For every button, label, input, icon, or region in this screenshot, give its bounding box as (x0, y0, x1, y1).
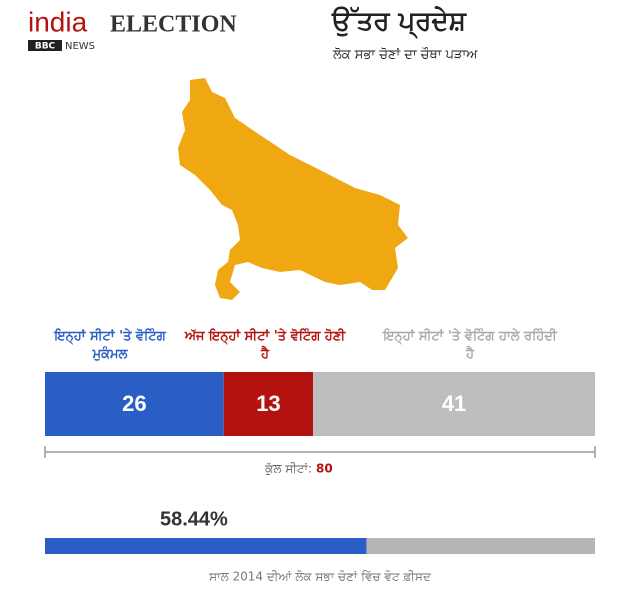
segment-label: ਇਨ੍ਹਾਂ ਸੀਟਾਂ 'ਤੇ ਵੋਟਿੰਗ ਹਾਲੇ ਰਹਿੰਦੀ ਹੈ (382, 327, 558, 362)
segment-value: 41 (442, 391, 466, 416)
segment-label: ਅੱਜ ਇਨ੍ਹਾਂ ਸੀਟਾਂ 'ਤੇ ਵੋਟਿੰਗ ਹੋਣੀ ਹੈ (184, 327, 346, 362)
segment-label: ਇਨ੍ਹਾਂ ਸੀਟਾਂ 'ਤੇ ਵੋਟਿੰਗ ਮੁਕੰਮਲ (53, 327, 166, 362)
up-map (178, 78, 408, 300)
logo-india: india (28, 6, 88, 37)
vote-share-label: 58.44% (160, 508, 228, 530)
segment-value: 13 (256, 391, 280, 416)
logo-bbc: BBC (35, 42, 56, 52)
bbc-box (28, 40, 62, 51)
vote-share (45, 538, 367, 554)
logo-election: ELECTION (110, 12, 237, 38)
seat-segment (45, 372, 224, 436)
vote-caption: ਸਾਲ 2014 ਦੀਆਂ ਲੋਕ ਸਭਾ ਚੋਣਾਂ ਵਿੱਚ ਵੋਟ ਫ਼ੀ… (208, 570, 432, 584)
seat-segment (223, 372, 314, 436)
logo-news: NEWS (65, 41, 95, 52)
segment-value: 26 (122, 391, 146, 416)
title: ਉੱਤਰ ਪ੍ਰਦੇਸ਼ (331, 6, 468, 40)
subtitle: ਲੋਕ ਸਭਾ ਚੋਣਾਂ ਦਾ ਚੌਥਾ ਪੜਾਅ (332, 47, 478, 63)
total-label: ਕੁੱਲ ਸੀਟਾਂ: (264, 462, 312, 476)
vote-share-bar (45, 538, 595, 554)
total-value: 80 (316, 462, 333, 476)
seats-chart: 26 ਇਨ੍ਹਾਂ ਸੀਟਾਂ 'ਤੇ ਵੋਟਿੰਗ ਮੁਕੰਮਲ 13 ਅੱਜ ਇਨ੍… (45, 327, 595, 436)
seat-segment (313, 372, 595, 436)
